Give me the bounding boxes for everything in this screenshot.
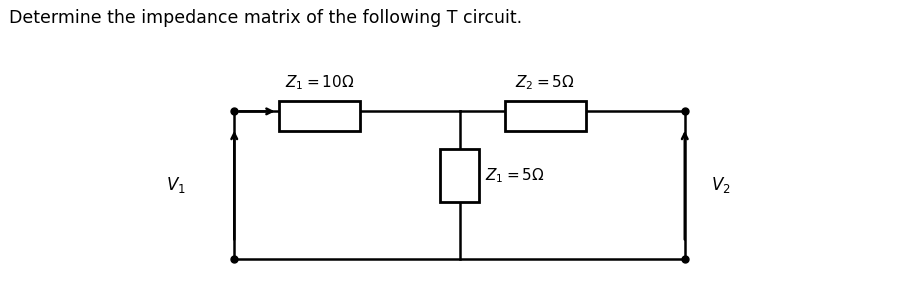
Text: Determine the impedance matrix of the following T circuit.: Determine the impedance matrix of the fo… — [9, 9, 523, 27]
Bar — [440, 149, 479, 202]
Text: $Z_2 = 5\Omega$: $Z_2 = 5\Omega$ — [515, 73, 575, 92]
Text: $Z_1 = 10\Omega$: $Z_1 = 10\Omega$ — [286, 73, 354, 92]
Text: $V_1$: $V_1$ — [166, 175, 186, 195]
Bar — [279, 101, 360, 131]
Bar — [505, 101, 586, 131]
Text: $Z_1 = 5\Omega$: $Z_1 = 5\Omega$ — [485, 167, 544, 185]
Text: $V_2$: $V_2$ — [711, 175, 731, 195]
